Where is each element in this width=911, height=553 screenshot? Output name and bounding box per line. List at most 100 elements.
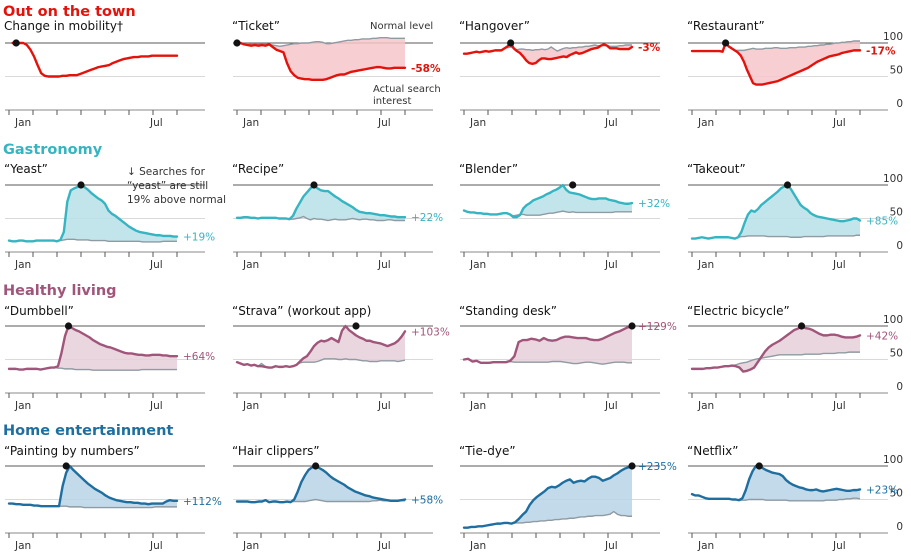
panel-title: “Hangover”: [459, 19, 530, 33]
panel-title: “Ticket”: [232, 19, 280, 33]
peak-marker: [507, 39, 515, 47]
peak-marker: [783, 181, 792, 189]
difference-area: [692, 40, 860, 85]
end-value-label: -17%: [866, 45, 896, 57]
x-tick-label: Jul: [149, 540, 163, 552]
end-value-label: +64%: [183, 351, 215, 363]
annotation-yeast: ↓ Searches for: [127, 166, 206, 178]
x-tick-label: Jan: [242, 540, 259, 552]
x-tick-label: Jan: [697, 259, 714, 271]
section-title: Healthy living: [3, 283, 117, 299]
actual-search-line: [11, 41, 179, 78]
actual-search-line: [462, 324, 634, 365]
panel: “Standing desk” Jan Jul +129%: [459, 304, 677, 412]
difference-area: [237, 466, 405, 503]
x-tick-label: Jan: [14, 540, 31, 552]
actual-search-line: [7, 324, 179, 371]
end-value-label: -3%: [638, 42, 661, 54]
x-tick-label: Jul: [377, 117, 391, 129]
actual-search-line: [7, 464, 179, 508]
peak-marker: [233, 39, 241, 47]
actual-search-line: [7, 183, 179, 243]
difference-area: [237, 185, 405, 221]
panel: “Netflix” Jan Jul 100 50 0 +23%: [687, 444, 903, 552]
x-tick-label: Jan: [697, 117, 714, 129]
x-tick-label: Jul: [832, 259, 846, 271]
difference-area: [464, 185, 632, 218]
x-tick-label: Jan: [242, 117, 259, 129]
y-tick-label: 100: [883, 31, 903, 43]
panel: “Ticket” Jan Jul -58% Normal level Actual sea…: [232, 19, 441, 129]
panel: “Dumbbell” Jan Jul +64%: [4, 304, 215, 412]
x-tick-label: Jan: [697, 540, 714, 552]
panel-title: Change in mobility†: [4, 19, 123, 33]
x-tick-label: Jul: [377, 540, 391, 552]
x-tick-label: Jan: [242, 400, 259, 412]
end-value-label: +85%: [866, 216, 898, 228]
y-tick-label: 100: [883, 173, 903, 185]
x-tick-label: Jul: [377, 400, 391, 412]
panel: “Restaurant” Jan Jul 100 50 0 -17%: [687, 19, 903, 129]
panel: “Painting by numbers” Jan Jul +112%: [4, 444, 222, 552]
panel-title: “Restaurant”: [687, 19, 765, 33]
section-home-entertainment: Home entertainment “Painting by numbers” J…: [3, 423, 903, 552]
panel-title: “Recipe”: [232, 162, 284, 176]
end-value-label: +103%: [411, 326, 450, 338]
difference-area: [692, 185, 860, 239]
panel-title: “Painting by numbers”: [4, 444, 140, 458]
y-tick-label: 0: [896, 98, 903, 110]
annotation-actual-search: interest: [373, 96, 411, 107]
peak-marker: [312, 462, 320, 470]
panel-title: “Electric bicycle”: [687, 304, 790, 318]
actual-search-line: [235, 41, 407, 82]
x-tick-label: Jan: [14, 259, 31, 271]
panel-title: “Tie-dye”: [459, 444, 516, 458]
annotation-yeast: “yeast” are still: [127, 180, 208, 192]
panel: “Recipe” Jan Jul +22%: [232, 162, 443, 271]
difference-area: [9, 326, 177, 371]
peak-marker: [755, 462, 763, 470]
section-title: Gastronomy: [3, 142, 103, 158]
y-tick-label: 100: [883, 454, 903, 466]
x-tick-label: Jan: [242, 259, 259, 271]
panel-title: “Takeout”: [687, 162, 746, 176]
panel-title: “Strava” (workout app): [232, 304, 371, 318]
difference-area: [464, 326, 632, 365]
x-tick-label: Jul: [832, 540, 846, 552]
x-tick-label: Jul: [149, 117, 163, 129]
end-value-label: +23%: [866, 484, 898, 496]
difference-area: [9, 466, 177, 508]
actual-search-line: [235, 324, 407, 369]
difference-area: [692, 466, 860, 501]
x-tick-label: Jul: [604, 540, 618, 552]
difference-area: [464, 43, 632, 64]
end-value-label: +32%: [638, 198, 670, 210]
end-value-label: +129%: [638, 321, 677, 333]
actual-search-line: [690, 41, 862, 86]
peak-marker: [77, 181, 85, 189]
peak-marker: [352, 322, 360, 330]
x-tick-label: Jan: [469, 117, 486, 129]
actual-search-line: [462, 41, 634, 65]
difference-area: [464, 466, 632, 528]
end-value-label: +19%: [183, 232, 215, 244]
end-value-label: +22%: [411, 212, 443, 224]
y-tick-label: 50: [890, 207, 903, 219]
x-tick-label: Jul: [149, 400, 163, 412]
x-tick-label: Jul: [604, 117, 618, 129]
section-title: Out on the town: [3, 4, 136, 20]
x-tick-label: Jul: [149, 259, 163, 271]
section-gastronomy: Gastronomy “Yeast” Jan Jul +19% ↓ Searches fo…: [3, 142, 903, 271]
panel: “Strava” (workout app) Jan Jul +103%: [232, 304, 450, 412]
section-title: Home entertainment: [3, 423, 173, 439]
end-value-label: +112%: [183, 496, 222, 508]
annotation-actual-search: Actual search: [373, 84, 441, 95]
panel-title: “Dumbbell”: [4, 304, 74, 318]
peak-marker: [797, 322, 806, 330]
x-tick-label: Jul: [832, 117, 846, 129]
peak-marker: [310, 181, 318, 189]
x-tick-label: Jan: [14, 117, 31, 129]
y-tick-label: 50: [890, 65, 903, 77]
panel: “Takeout” Jan Jul 100 50 0 +85%: [687, 162, 903, 271]
